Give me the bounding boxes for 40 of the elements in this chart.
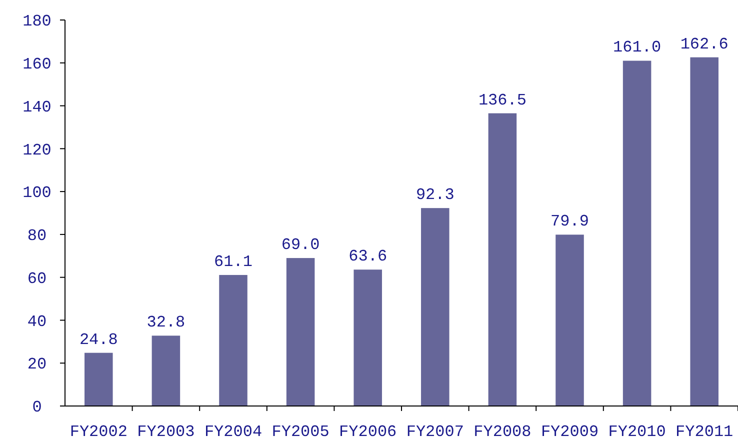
y-tick-label: 80: [27, 227, 47, 246]
x-tick-label: FY2007: [406, 423, 464, 441]
data-label: 63.6: [348, 248, 388, 266]
x-tick-label: FY2002: [70, 423, 128, 441]
data-label: 136.5: [478, 91, 526, 110]
data-label: 79.9: [550, 212, 589, 231]
bar: [556, 234, 584, 406]
data-label: 162.6: [680, 35, 728, 54]
data-label: 161.0: [613, 38, 662, 57]
x-tick-label: FY2008: [474, 423, 532, 441]
y-tick-label: 120: [22, 141, 52, 160]
data-label: 92.3: [416, 186, 454, 204]
y-tick-label: 100: [22, 184, 52, 202]
y-tick-label: 40: [27, 312, 47, 331]
y-tick-label: 20: [27, 356, 47, 374]
x-tick-label: FY2010: [608, 423, 666, 441]
y-tick-label: 140: [22, 98, 52, 116]
data-label: 61.1: [214, 252, 252, 271]
x-tick-label: FY2005: [272, 423, 330, 441]
x-tick-label: FY2011: [676, 423, 734, 441]
y-tick-label: 60: [27, 270, 47, 288]
bar: [354, 270, 382, 406]
x-tick-label: FY2009: [540, 423, 599, 441]
x-tick-label: FY2006: [339, 423, 397, 441]
bar: [152, 336, 180, 406]
bar: [488, 113, 517, 406]
x-tick-label: FY2004: [204, 423, 262, 441]
y-tick-label: 160: [22, 55, 52, 74]
y-tick-label: 180: [22, 12, 52, 31]
y-tick-label: 0: [32, 398, 42, 417]
bar: [286, 258, 315, 406]
bar: [690, 57, 718, 406]
x-tick-label: FY2003: [137, 423, 195, 441]
bar: [84, 352, 113, 406]
data-label: 32.8: [146, 314, 186, 332]
bar: [622, 60, 652, 406]
data-label: 69.0: [281, 236, 320, 254]
data-label: 24.8: [79, 330, 118, 349]
bar: [421, 208, 450, 406]
bar: [219, 274, 248, 406]
